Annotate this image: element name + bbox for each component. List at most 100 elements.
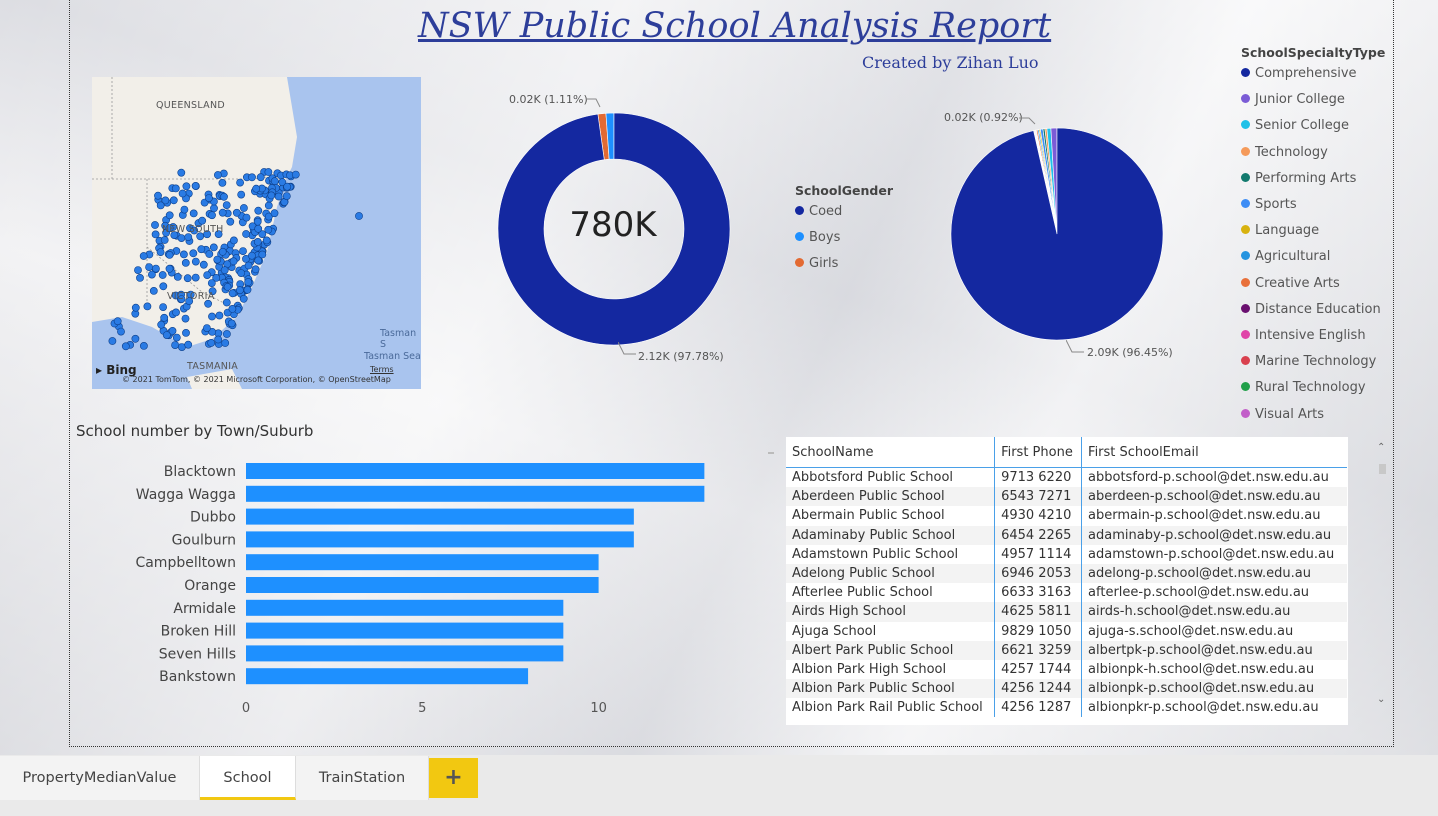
map-point[interactable] (208, 327, 217, 336)
map-point[interactable] (177, 234, 186, 242)
map-point[interactable] (159, 282, 168, 291)
table-scrollbar-thumb[interactable] (1379, 464, 1386, 474)
map-point[interactable] (252, 184, 261, 193)
map-point[interactable] (177, 295, 186, 303)
map-point[interactable] (178, 189, 187, 198)
map-point[interactable] (165, 211, 174, 220)
map-point[interactable] (185, 297, 194, 305)
map-point[interactable] (222, 201, 231, 210)
map-point[interactable] (165, 250, 174, 259)
map-point[interactable] (181, 314, 190, 323)
table-header-schoolname[interactable]: SchoolName (786, 437, 995, 468)
bar-wagga-wagga[interactable] (246, 485, 705, 502)
map-point[interactable] (218, 247, 227, 256)
bar-dubbo[interactable] (246, 508, 634, 525)
map-point[interactable] (270, 177, 279, 186)
map-point[interactable] (254, 224, 263, 233)
school-table[interactable]: SchoolName First Phone First SchoolEmail… (786, 437, 1348, 725)
map-point[interactable] (154, 191, 162, 200)
map-point[interactable] (228, 304, 237, 313)
map-point[interactable] (198, 216, 207, 225)
specialty-legend-item-performing-arts[interactable]: Performing Arts (1241, 171, 1356, 186)
map-point[interactable] (165, 224, 174, 232)
map-point[interactable] (171, 341, 179, 349)
map-point[interactable] (171, 184, 180, 193)
map-point[interactable] (172, 308, 180, 317)
map-point[interactable] (244, 261, 253, 270)
map-point[interactable] (189, 249, 198, 258)
specialty-legend-item-comprehensive[interactable]: Comprehensive (1241, 66, 1357, 81)
map-point[interactable] (242, 254, 250, 263)
map-point[interactable] (121, 342, 130, 351)
map-point[interactable] (158, 271, 167, 279)
map-point[interactable] (139, 252, 148, 260)
map-point[interactable] (172, 333, 181, 342)
bar-campbelltown[interactable] (246, 554, 599, 571)
map-point[interactable] (248, 173, 256, 182)
map-point[interactable] (205, 250, 214, 258)
map-point[interactable] (264, 225, 273, 234)
map-point[interactable] (212, 273, 221, 282)
map-point[interactable] (152, 264, 160, 273)
school-map[interactable]: QUEENSLAND NEW SOUTH VICTORIA TASMANIA T… (92, 77, 421, 389)
map-point[interactable] (165, 264, 174, 273)
bar-armidale[interactable] (246, 599, 564, 616)
map-point[interactable] (235, 286, 244, 295)
specialty-legend-item-rural-technology[interactable]: Rural Technology (1241, 380, 1366, 395)
map-point[interactable] (282, 192, 291, 200)
tab-propertymedianvalue[interactable]: PropertyMedianValue (0, 756, 200, 800)
map-point[interactable] (208, 312, 216, 321)
map-point[interactable] (237, 269, 246, 277)
map-point[interactable] (189, 209, 198, 218)
specialty-legend-item-distance-education[interactable]: Distance Education (1241, 302, 1381, 317)
map-point[interactable] (204, 299, 212, 308)
table-row[interactable]: Abbotsford Public School 9713 6220 abbotsf… (786, 467, 1347, 488)
map-point[interactable] (232, 208, 241, 217)
specialty-legend-item-marine-technology[interactable]: Marine Technology (1241, 354, 1376, 369)
map-point[interactable] (218, 179, 227, 187)
bar-broken-hill[interactable] (246, 622, 564, 639)
bar-orange[interactable] (246, 577, 599, 593)
map-point[interactable] (190, 226, 199, 235)
tab-trainstation[interactable]: TrainStation (296, 756, 429, 800)
specialty-legend-item-junior-college[interactable]: Junior College (1241, 92, 1345, 107)
bar-blacktown[interactable] (246, 463, 705, 479)
map-point[interactable] (214, 230, 223, 238)
map-point[interactable] (236, 178, 244, 187)
specialty-legend-item-intensive-english[interactable]: Intensive English (1241, 328, 1366, 343)
map-point[interactable] (242, 213, 251, 222)
map-point[interactable] (157, 320, 166, 329)
map-point[interactable] (278, 178, 287, 187)
map-point[interactable] (218, 208, 227, 217)
slice-comprehensive[interactable] (950, 127, 1164, 341)
map-point[interactable] (220, 266, 229, 275)
map-point[interactable] (151, 230, 160, 239)
map-point[interactable] (207, 338, 216, 347)
map-point[interactable] (183, 274, 192, 283)
map-point[interactable] (220, 192, 228, 201)
specialty-legend-item-language[interactable]: Language (1241, 223, 1319, 238)
map-point[interactable] (203, 324, 211, 332)
map-point[interactable] (160, 313, 169, 322)
map-point[interactable] (243, 285, 252, 294)
map-point[interactable] (254, 206, 263, 215)
map-point[interactable] (191, 182, 200, 190)
specialty-pie-chart[interactable] (945, 122, 1170, 347)
map-point[interactable] (242, 230, 250, 238)
specialty-legend-item-creative-arts[interactable]: Creative Arts (1241, 276, 1340, 291)
map-point[interactable] (253, 237, 262, 246)
bar-bankstown[interactable] (246, 668, 529, 685)
map-point[interactable] (208, 287, 217, 296)
bar-goulburn[interactable] (246, 531, 634, 548)
table-row[interactable]: Aberdeen Public School 6543 7271 aberdeen-… (786, 487, 1347, 507)
map-point[interactable] (184, 233, 193, 241)
map-point[interactable] (256, 173, 265, 182)
map-point[interactable] (108, 337, 117, 345)
map-point[interactable] (148, 270, 156, 279)
table-scroll-up-icon[interactable]: ⌃ (1377, 442, 1386, 453)
map-point[interactable] (180, 205, 189, 214)
map-point[interactable] (149, 286, 158, 295)
map-point[interactable] (145, 263, 153, 271)
map-point[interactable] (131, 303, 140, 312)
map-point[interactable] (237, 190, 246, 199)
